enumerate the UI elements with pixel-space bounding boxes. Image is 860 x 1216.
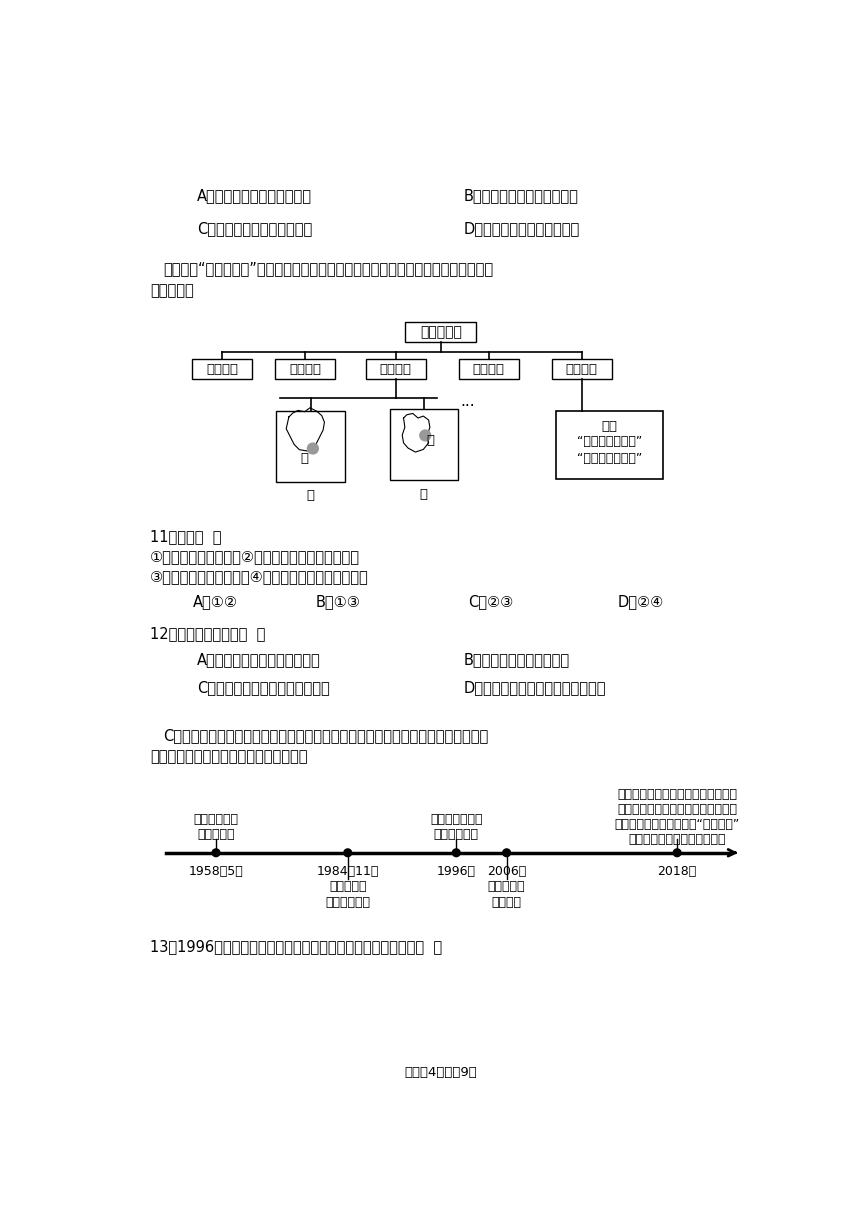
Text: 完成从军工到民
用的领域拓展: 完成从军工到民 用的领域拓展: [430, 812, 482, 840]
Text: C．②③: C．②③: [468, 595, 513, 609]
Text: 科技赋能: 科技赋能: [473, 362, 505, 376]
FancyBboxPatch shape: [390, 410, 458, 480]
Text: 1984年11月: 1984年11月: [316, 865, 379, 878]
Text: 生产出中国
第一批小汽车: 生产出中国 第一批小汽车: [325, 880, 371, 908]
Text: 试卷第4页，共9页: 试卷第4页，共9页: [404, 1066, 477, 1079]
Text: D．雨水较多，有利于防渍涝: D．雨水较多，有利于防渍涝: [464, 221, 580, 236]
Circle shape: [452, 849, 460, 856]
Text: C汽车股份有限公司是我国第一个运用机器设备进行生产的汽车企业。下图示意该汽: C汽车股份有限公司是我国第一个运用机器设备进行生产的汽车企业。下图示意该汽: [163, 728, 488, 743]
Circle shape: [212, 849, 220, 856]
Text: C．乙地传统习俗吃粽子、赛龙舟: C．乙地传统习俗吃粽子、赛龙舟: [197, 680, 329, 696]
Text: 2006年: 2006年: [487, 865, 526, 878]
Text: 生产出第一辆
吉普车样车: 生产出第一辆 吉普车样车: [194, 812, 238, 840]
Text: 成立意大利
设计中心: 成立意大利 设计中心: [488, 880, 525, 908]
Circle shape: [420, 430, 431, 441]
Circle shape: [503, 849, 511, 856]
Circle shape: [308, 443, 318, 454]
Text: 种植历史: 种植历史: [289, 362, 321, 376]
Text: 某校开展“水稺与中国”主题学习活动。下图为小龙同学整理的思维导图。读图，回答: 某校开展“水稺与中国”主题学习活动。下图为小龙同学整理的思维导图。读图，回答: [163, 261, 494, 276]
Text: B．纬度更低，太阳高度更大: B．纬度更低，太阳高度更大: [464, 188, 579, 203]
Text: ①甲地水稺生长周期短②甲地水稺生产机械化水平高: ①甲地水稺生长周期短②甲地水稺生产机械化水平高: [150, 550, 360, 564]
Text: D．甲乙两地正午太阳高度差値变大: D．甲乙两地正午太阳高度差値变大: [464, 680, 606, 696]
Text: “立夏小满正栽秧”: “立夏小满正栽秧”: [577, 435, 642, 449]
Text: 车企业发展过程。读图，完成下面小题。: 车企业发展过程。读图，完成下面小题。: [150, 749, 308, 765]
FancyBboxPatch shape: [458, 359, 519, 379]
Text: A．地势崎峍，建筑用地有限: A．地势崎峍，建筑用地有限: [197, 188, 311, 203]
Text: A．①②: A．①②: [193, 595, 237, 609]
Text: 分别在重庆、北京、河北、合肥、意
大利都灵、日本横滨、英国伯明翰、
美国底特律和硬谷建立起“五国九地”
各有侧重的全球协同研发格局: 分别在重庆、北京、河北、合肥、意 大利都灵、日本横滨、英国伯明翰、 美国底特律和…: [615, 788, 740, 846]
FancyBboxPatch shape: [366, 359, 426, 379]
Circle shape: [673, 849, 681, 856]
Text: B．①③: B．①③: [316, 595, 360, 609]
Text: ③乙地水稺种植历史悠久④乙地黑土肥沃利于水稺生长: ③乙地水稺种植历史悠久④乙地黑土肥沃利于水稺生长: [150, 569, 369, 585]
Text: 种植大省: 种植大省: [380, 362, 412, 376]
FancyBboxPatch shape: [405, 322, 476, 342]
FancyBboxPatch shape: [556, 411, 663, 479]
FancyBboxPatch shape: [551, 359, 612, 379]
FancyBboxPatch shape: [192, 359, 253, 379]
Text: D．②④: D．②④: [617, 595, 664, 609]
Text: 湘: 湘: [420, 488, 427, 501]
FancyBboxPatch shape: [276, 411, 345, 482]
Text: 生长习性: 生长习性: [206, 362, 238, 376]
Text: 13．1996年该公司完成从军工到民用领域的拓展，主要是为了（  ）: 13．1996年该公司完成从军工到民用领域的拓展，主要是为了（ ）: [150, 939, 442, 955]
Text: 1958年5月: 1958年5月: [188, 865, 243, 878]
Text: C．夏季高温，有利通风散热: C．夏季高温，有利通风散热: [197, 221, 312, 236]
Text: 1996年: 1996年: [437, 865, 476, 878]
Circle shape: [344, 849, 352, 856]
Text: “湖广熟，天下足”: “湖广熟，天下足”: [577, 452, 642, 466]
Text: 黑: 黑: [306, 489, 315, 502]
Text: ...: ...: [460, 394, 475, 409]
Text: 水稺文化: 水稺文化: [566, 362, 598, 376]
Text: 水稺与中国: 水稺与中国: [420, 325, 462, 339]
Text: 下列问题。: 下列问题。: [150, 283, 194, 298]
Text: 11．图中（  ）: 11．图中（ ）: [150, 529, 222, 545]
FancyBboxPatch shape: [275, 359, 335, 379]
Text: 农谚: 农谚: [602, 420, 617, 433]
Text: A．甲地正値水稺插秧最佳时节: A．甲地正値水稺插秧最佳时节: [197, 652, 321, 666]
Text: 乙: 乙: [427, 434, 434, 447]
Text: 2018年: 2018年: [658, 865, 697, 878]
Text: 12．立夏至小满期间（  ）: 12．立夏至小满期间（ ）: [150, 626, 266, 641]
Text: 甲: 甲: [300, 452, 309, 465]
Text: B．甲地比乙地的白昼更短: B．甲地比乙地的白昼更短: [464, 652, 570, 666]
